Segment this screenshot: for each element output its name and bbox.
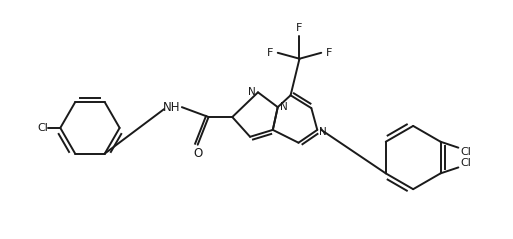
Text: N: N: [319, 127, 327, 137]
Text: O: O: [193, 147, 202, 160]
Text: F: F: [297, 23, 303, 33]
Text: N: N: [248, 87, 256, 97]
Text: Cl: Cl: [461, 147, 471, 157]
Text: NH: NH: [163, 101, 181, 114]
Text: Cl: Cl: [461, 158, 471, 168]
Text: Cl: Cl: [37, 123, 48, 133]
Text: F: F: [326, 48, 332, 58]
Text: N: N: [280, 102, 287, 112]
Text: F: F: [267, 48, 273, 58]
